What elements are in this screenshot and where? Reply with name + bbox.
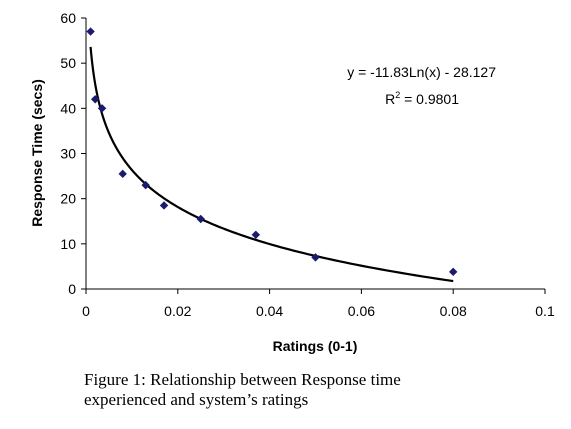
y-axis-title: Response Time (secs) [29,79,45,227]
x-tick-label: 0 [82,303,90,319]
data-point [251,230,261,239]
r-squared-label: R2 = 0.9801 [385,90,459,107]
data-point [141,180,150,190]
figure-caption: Figure 1: Relationship between Response … [84,370,520,410]
y-tick-label: 60 [60,10,76,26]
caption-line-2: experienced and system’s ratings [84,390,309,409]
data-point [90,95,100,104]
y-tick-label: 20 [60,191,76,207]
y-tick-label: 30 [60,146,76,162]
y-tick-label: 0 [68,281,76,297]
data-point [196,214,205,224]
data-point [311,253,320,262]
trendline-equation: y = -11.83Ln(x) - 28.127 [347,64,496,80]
data-point [449,267,458,277]
x-axis-title: Ratings (0-1) [273,338,358,354]
x-tick-label: 0.08 [440,303,467,319]
data-point [97,104,107,113]
data-point [159,201,169,210]
data-point [86,27,95,36]
axes [85,18,545,290]
trendline [89,46,454,283]
x-tick-label: 0.04 [256,303,283,319]
caption-line-1: Figure 1: Relationship between Response … [84,370,401,389]
data-point [118,169,127,179]
y-ticks: 0 10 20 30 40 50 60 [60,10,86,297]
x-ticks: 0 0.02 0.04 0.06 0.08 0.1 [82,289,555,319]
y-tick-label: 10 [60,236,76,252]
x-tick-label: 0.06 [348,303,375,319]
data-points [86,27,458,277]
x-tick-label: 0.02 [164,303,191,319]
chart: 0 0.02 0.04 0.06 0.08 0.1 0 10 20 30 40 50 60 Ratin… [29,10,555,354]
y-tick-label: 40 [60,100,76,116]
x-tick-label: 0.1 [535,303,555,319]
y-tick-label: 50 [60,55,76,71]
